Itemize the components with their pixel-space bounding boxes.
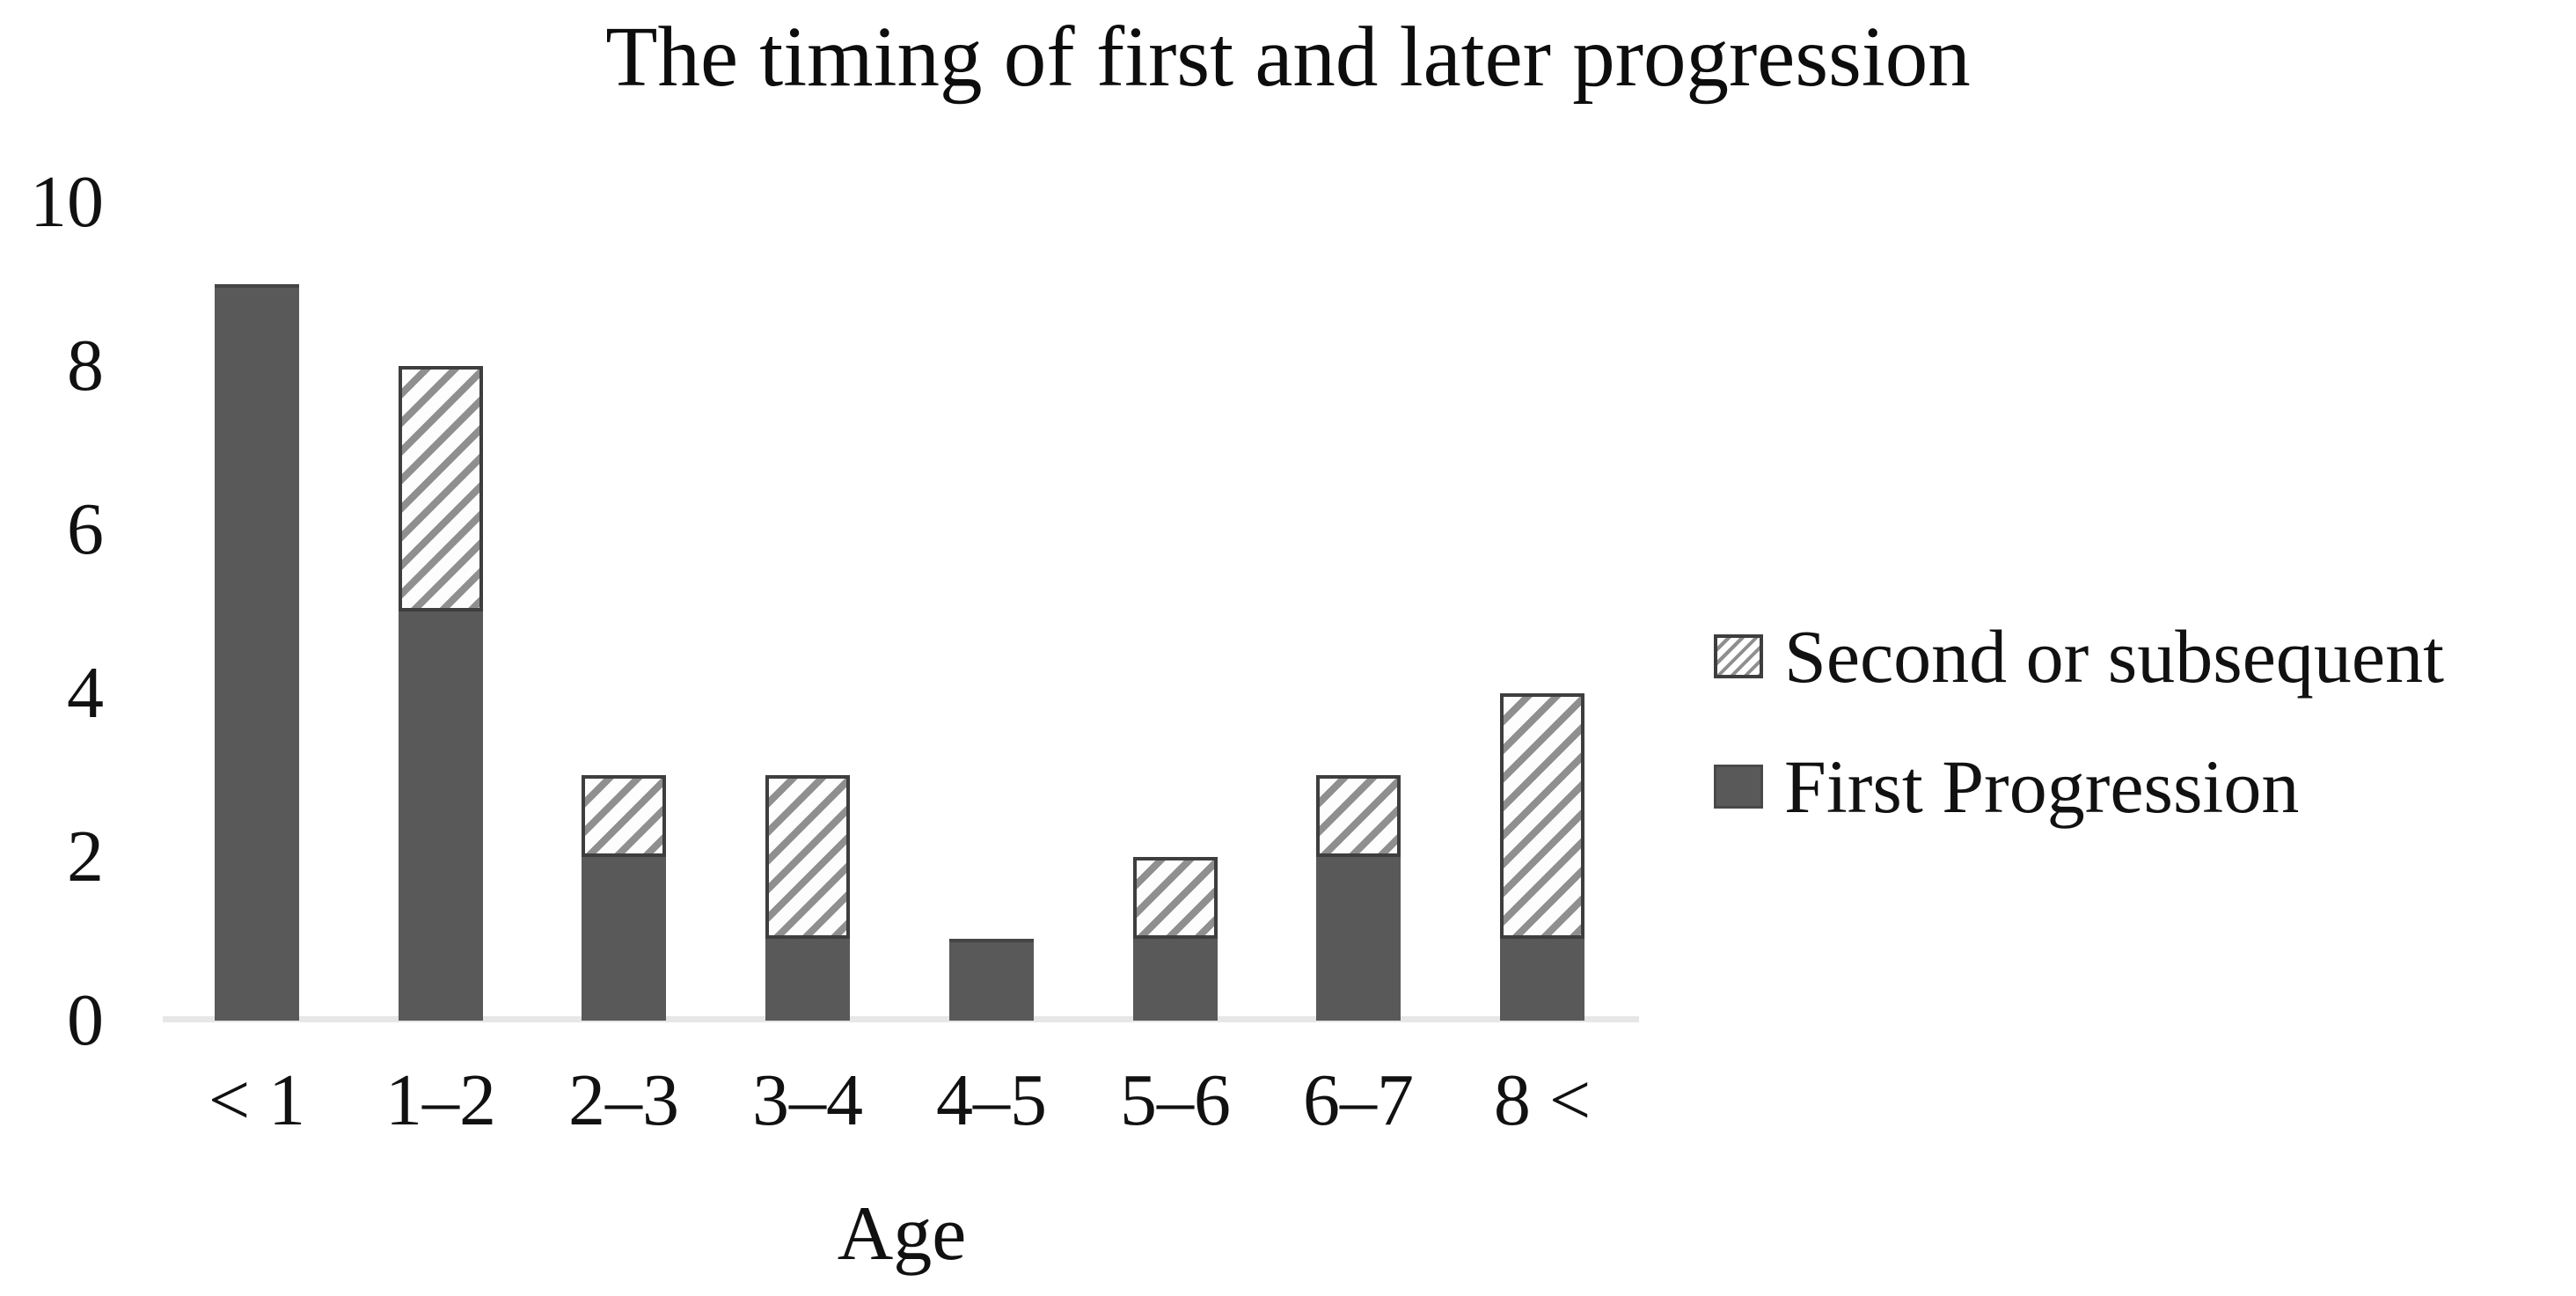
- y-tick-label: 10: [30, 161, 104, 243]
- legend-label: Second or subsequent: [1784, 614, 2444, 699]
- y-tick-label: 4: [67, 652, 104, 734]
- legend-item-first-progression: First Progression: [1714, 746, 2444, 827]
- x-tick-label: 5–6: [1120, 1059, 1231, 1141]
- legend-swatch-solid-icon: [1714, 765, 1763, 809]
- bar-second-subsequent-segment: [765, 775, 850, 939]
- x-axis-line: [163, 1016, 1639, 1022]
- x-tick-label: 1–2: [385, 1059, 496, 1141]
- bar-first-progression-segment: [1133, 939, 1218, 1021]
- x-tick-label: 6–7: [1303, 1059, 1414, 1141]
- legend: Second or subsequent First Progression: [1714, 616, 2444, 876]
- bar-second-subsequent-segment: [582, 775, 666, 857]
- y-tick-label: 2: [67, 816, 104, 897]
- y-tick-label: 0: [67, 979, 104, 1061]
- bar-second-subsequent-segment: [1500, 693, 1584, 939]
- y-tick-label: 8: [67, 325, 104, 406]
- bar-first-progression-segment: [765, 939, 850, 1021]
- legend-swatch-hatched-icon: [1714, 634, 1763, 678]
- chart-title: The timing of first and later progressio…: [605, 10, 1971, 104]
- x-axis-title: Age: [837, 1191, 967, 1277]
- bar-second-subsequent-segment: [399, 366, 483, 611]
- bar-first-progression-segment: [949, 939, 1034, 1021]
- bar-first-progression-segment: [582, 857, 666, 1021]
- bar-second-subsequent-segment: [1316, 775, 1401, 857]
- bar-first-progression-segment: [1500, 939, 1584, 1021]
- y-tick-label: 6: [67, 488, 104, 570]
- x-tick-label: 2–3: [568, 1059, 679, 1141]
- x-tick-label: < 1: [208, 1059, 306, 1141]
- bar-first-progression-segment: [215, 284, 299, 1021]
- bar-first-progression-segment: [399, 611, 483, 1021]
- legend-label: First Progression: [1784, 744, 2300, 829]
- bar-second-subsequent-segment: [1133, 857, 1218, 939]
- x-tick-label: 8 <: [1493, 1059, 1592, 1141]
- x-tick-label: 4–5: [936, 1059, 1047, 1141]
- legend-item-second-or-subsequent: Second or subsequent: [1714, 616, 2444, 697]
- bar-first-progression-segment: [1316, 857, 1401, 1021]
- x-tick-label: 3–4: [752, 1059, 863, 1141]
